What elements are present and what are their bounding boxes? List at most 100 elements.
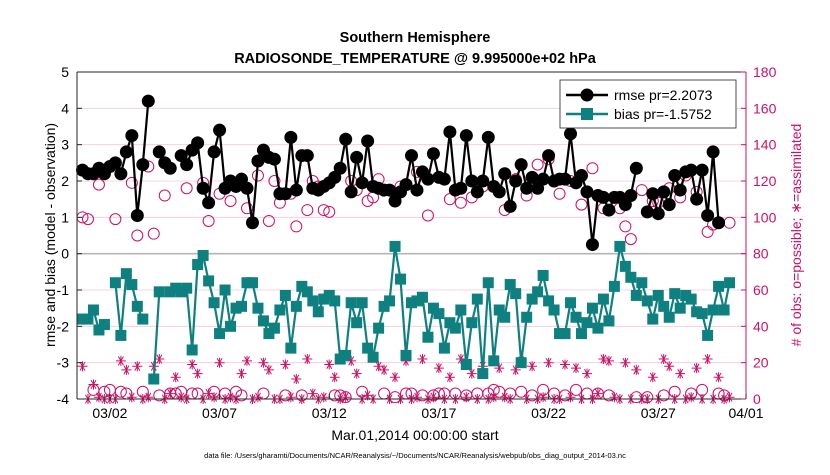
rmse-point: [624, 189, 638, 203]
obs-possible-point: [515, 385, 528, 398]
obs-assimilated-point: [373, 361, 384, 372]
bias-point: [203, 275, 215, 287]
y2-tick-label: 80: [753, 246, 769, 262]
y-tick-label: 4: [61, 100, 69, 116]
bias-point: [570, 311, 582, 323]
bias-point: [246, 277, 258, 289]
rmse-point: [564, 127, 578, 141]
rmse-point: [437, 172, 451, 186]
rmse-point: [503, 199, 517, 213]
bias-point: [724, 277, 736, 289]
bias-point: [115, 329, 127, 341]
obs-possible-point: [92, 178, 105, 191]
bias-point: [713, 280, 725, 292]
x-tick-label: 03/27: [641, 405, 676, 421]
obs-possible-point: [586, 162, 599, 175]
obs-possible-point: [290, 220, 303, 233]
rmse-point: [410, 183, 424, 197]
y2-tick-label: 120: [753, 173, 777, 189]
bias-point: [395, 273, 407, 285]
rmse-point: [454, 181, 468, 195]
obs-assimilated-point: [466, 368, 477, 379]
rmse-point: [498, 167, 512, 181]
obs-assimilated-point: [263, 364, 274, 375]
bias-point: [389, 240, 401, 252]
bias-point: [641, 295, 653, 307]
bias-point: [279, 289, 291, 301]
chart-title: Southern Hemisphere: [340, 30, 491, 46]
rmse-point: [333, 161, 347, 175]
rmse-point: [651, 207, 665, 221]
rmse-point: [344, 185, 358, 199]
rmse-point: [355, 176, 369, 190]
obs-assimilated-point: [444, 372, 455, 383]
obs-possible-point: [125, 176, 138, 189]
x-tick-label: 03/12: [312, 405, 347, 421]
obs-possible-point: [180, 182, 193, 195]
obs-assimilated-point: [176, 392, 187, 403]
rmse-point: [361, 134, 375, 148]
rmse-point: [514, 158, 528, 172]
obs-assimilated-point: [258, 357, 269, 368]
rmse-point: [383, 183, 397, 197]
obs-possible-point: [158, 189, 171, 202]
bias-point: [214, 328, 226, 340]
y2-tick-label: 160: [753, 100, 777, 116]
bias-point: [455, 304, 467, 316]
bias-point: [532, 286, 544, 298]
obs-assimilated-point: [620, 357, 631, 368]
bias-point: [153, 286, 165, 298]
obs-assimilated-point: [351, 368, 362, 379]
bias-point: [652, 289, 664, 301]
x-axis-label: Mar.01,2014 00:00:00 start: [331, 427, 498, 443]
bias-point: [625, 271, 637, 283]
bias-point: [718, 304, 730, 316]
bias-point: [400, 349, 412, 361]
rmse-point: [602, 203, 616, 217]
obs-assimilated-point: [143, 392, 154, 403]
bias-point: [614, 240, 626, 252]
bias-point: [499, 311, 511, 323]
obs-assimilated-point: [724, 392, 735, 403]
rmse-point: [443, 125, 457, 139]
rmse-point: [706, 145, 720, 159]
obs-assimilated-point: [598, 354, 609, 364]
rmse-point: [163, 161, 177, 175]
bias-point: [482, 277, 494, 289]
bias-point: [285, 342, 297, 354]
obs-assimilated-point: [324, 359, 335, 370]
bias-point: [290, 300, 302, 312]
obs-possible-point: [240, 202, 253, 215]
rmse-point: [114, 167, 128, 181]
rmse-point: [202, 196, 216, 210]
bias-point: [438, 342, 450, 354]
bias-point: [384, 295, 396, 307]
bias-point: [329, 295, 341, 307]
bias-point: [340, 349, 352, 361]
rmse-point: [119, 145, 133, 159]
rmse-point: [668, 169, 682, 183]
bias-point: [592, 322, 604, 334]
rmse-point: [657, 185, 671, 199]
obs-assimilated-point: [461, 392, 472, 403]
obs-assimilated-point: [307, 388, 318, 399]
bias-point: [603, 315, 615, 327]
y2-tick-label: 40: [753, 318, 769, 334]
bias-point: [510, 288, 522, 300]
y-tick-label: -3: [57, 355, 70, 371]
bias-point: [575, 328, 587, 340]
y-tick-label: -1: [57, 282, 70, 298]
rmse-point: [251, 154, 265, 168]
rmse-point: [585, 238, 599, 252]
obs-assimilated-point: [214, 357, 225, 368]
rmse-point: [574, 169, 588, 183]
legend-bias-swatch: [566, 108, 608, 120]
obs-assimilated-point: [93, 392, 104, 403]
y2-tick-label: 0: [753, 391, 761, 407]
y-tick-label: 0: [61, 246, 69, 262]
chart-subtitle: RADIOSONDE_TEMPERATURE @ 9.995000e+02 hP…: [234, 51, 597, 67]
bias-point: [515, 357, 527, 369]
obs-possible-point: [421, 209, 434, 222]
rmse-point: [558, 172, 572, 186]
